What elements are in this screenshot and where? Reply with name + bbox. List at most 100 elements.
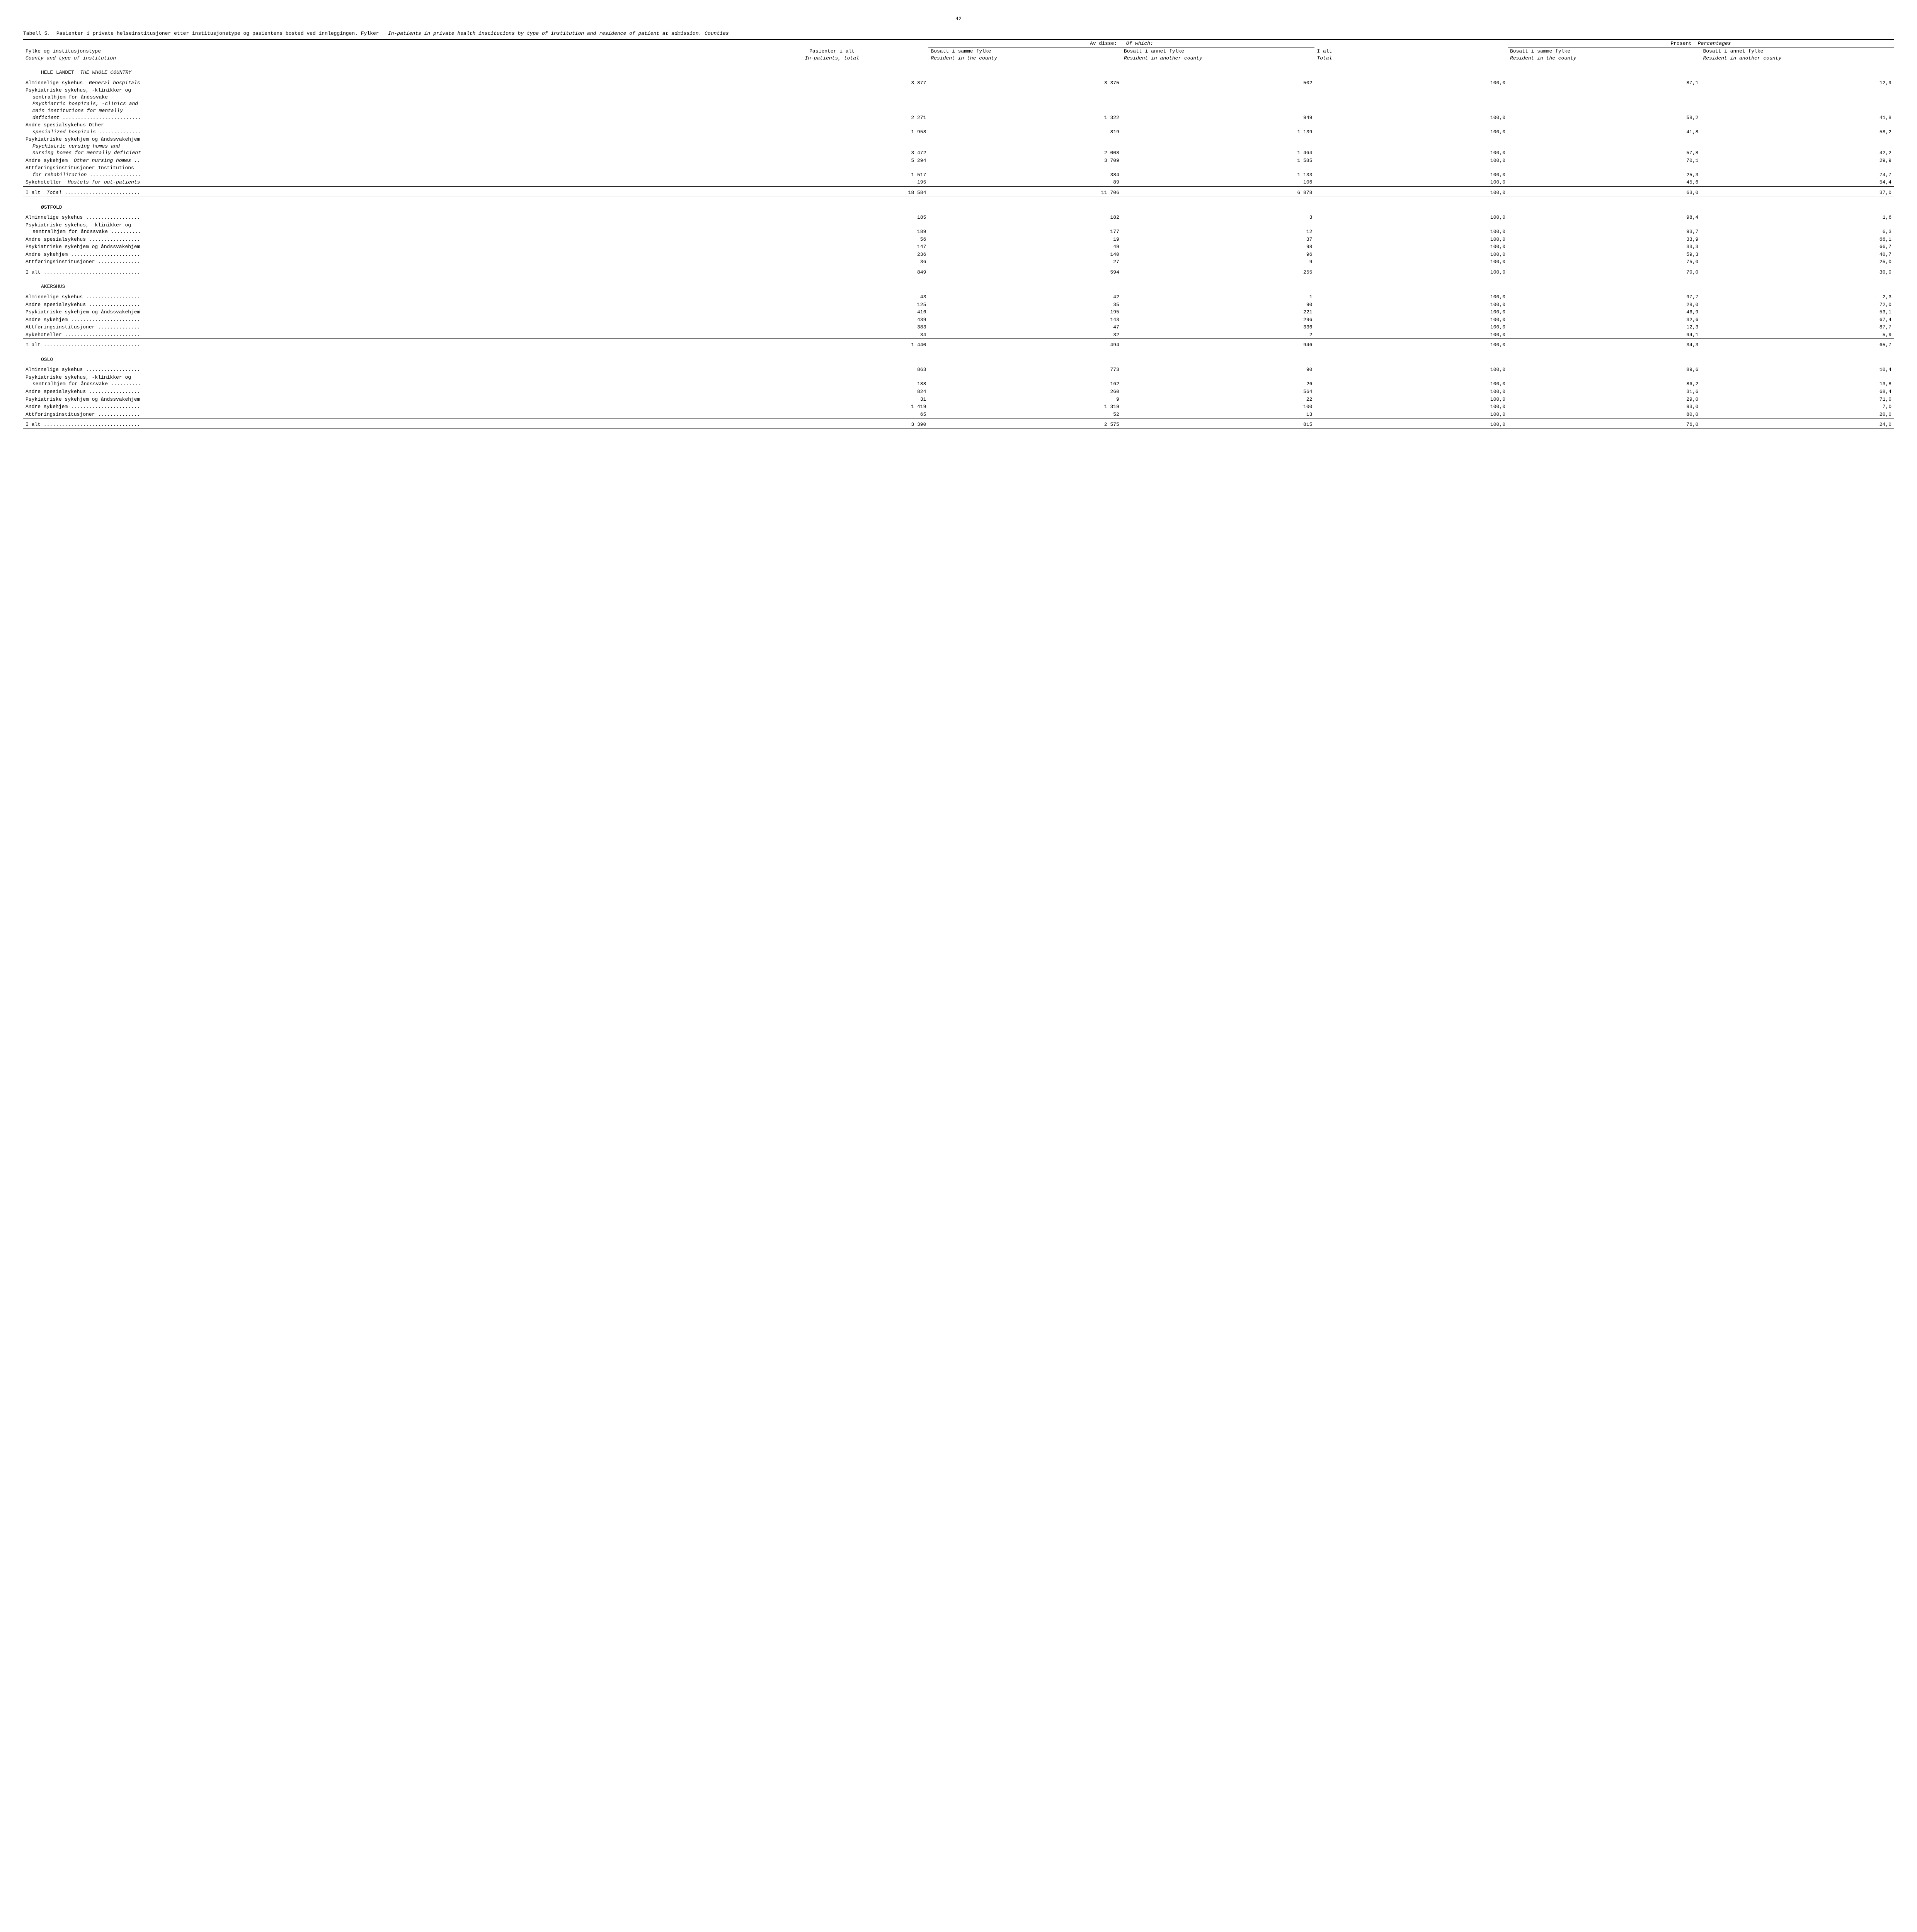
table-row: Alminnelige sykehus General hospitals3 8… (23, 79, 1894, 87)
row-label: Andre spesialsykehus ................. (23, 301, 735, 309)
table-cell: 100,0 (1314, 366, 1508, 374)
row-label: Sykehoteller Hostels for out-patients (23, 179, 735, 186)
table-cell: 100,0 (1314, 214, 1508, 221)
table-cell: 75,0 (1508, 258, 1701, 266)
col6-en: Resident in the county (1510, 55, 1577, 61)
table-cell: 27 (928, 258, 1122, 266)
table-cell: 100,0 (1314, 341, 1508, 349)
table-cell: 29,0 (1508, 396, 1701, 403)
row-label: Psykiatriske sykehus, -klinikker ogsentr… (23, 374, 735, 388)
table-cell: 89 (928, 179, 1122, 186)
table-row: I alt ................................3 … (23, 421, 1894, 429)
table-cell: 2 271 (735, 87, 929, 121)
table-cell: 3 877 (735, 79, 929, 87)
table-cell: 87,1 (1508, 79, 1701, 87)
row-label: I alt ................................ (23, 341, 735, 349)
table-row: Psykiatriske sykehus, -klinikker ogsentr… (23, 87, 1894, 121)
row-label: Psykiatriske sykehjem og åndssvakehjem (23, 243, 735, 251)
table-cell: 31 (735, 396, 929, 403)
table-cell: 59,3 (1508, 251, 1701, 259)
table-cell: 949 (1122, 87, 1315, 121)
table-row: Alminnelige sykehus ..................43… (23, 293, 1894, 301)
table-cell: 100,0 (1314, 221, 1508, 236)
table-row: Andre sykehjem Other nursing homes ..5 2… (23, 157, 1894, 165)
table-cell: 100,0 (1314, 269, 1508, 276)
col7-nb: Bosatt i annet fylke (1703, 48, 1763, 54)
table-cell: 2,3 (1701, 293, 1894, 301)
row-label: I alt Total ......................... (23, 189, 735, 197)
table-row: Andre spesialsykehus .................56… (23, 236, 1894, 243)
table-cell: 22 (1122, 396, 1315, 403)
table-cell: 33,3 (1508, 243, 1701, 251)
table-cell: 100,0 (1314, 323, 1508, 331)
table-cell: 946 (1122, 341, 1315, 349)
col1-nb: Fylke og institusjonstype (26, 48, 101, 54)
table-cell: 2 008 (928, 136, 1122, 157)
table-cell: 37,0 (1701, 189, 1894, 197)
section-heading-row: HELE LANDET THE WHOLE COUNTRY (23, 62, 1894, 79)
table-cell: 35 (928, 301, 1122, 309)
table-cell: 89,6 (1508, 366, 1701, 374)
table-cell: 195 (735, 179, 929, 186)
section-heading: HELE LANDET THE WHOLE COUNTRY (23, 62, 1894, 79)
table-cell: 33,9 (1508, 236, 1701, 243)
table-cell: 3 (1122, 214, 1315, 221)
table-cell: 594 (928, 269, 1122, 276)
table-cell: 100,0 (1314, 411, 1508, 418)
table-cell: 140 (928, 251, 1122, 259)
table-row: I alt ................................84… (23, 269, 1894, 276)
table-cell: 36 (735, 258, 929, 266)
table-row: Attføringsinstitusjoner Institutionsfor … (23, 164, 1894, 179)
row-label: I alt ................................ (23, 269, 735, 276)
table-cell: 31,6 (1508, 388, 1701, 396)
table-cell: 221 (1122, 308, 1315, 316)
table-cell: 19 (928, 236, 1122, 243)
row-label: Attføringsinstitusjoner .............. (23, 323, 735, 331)
row-label: Psykiatriske sykehjem og åndssvakehjemPs… (23, 136, 735, 157)
table-cell: 100,0 (1314, 293, 1508, 301)
title-main-en: In-patients in private health institutio… (388, 31, 729, 36)
table-cell: 58,2 (1508, 87, 1701, 121)
table-cell: 93,0 (1508, 403, 1701, 411)
table-cell: 384 (928, 164, 1122, 179)
row-label: Andre sykehjem Other nursing homes .. (23, 157, 735, 165)
col2-nb: Pasienter i alt (809, 48, 855, 54)
table-cell: 12,9 (1701, 79, 1894, 87)
row-label: Andre sykehjem ....................... (23, 403, 735, 411)
row-label: Alminnelige sykehus .................. (23, 366, 735, 374)
table-cell: 13 (1122, 411, 1315, 418)
table-cell: 162 (928, 374, 1122, 388)
table-cell: 42 (928, 293, 1122, 301)
table-cell: 12 (1122, 221, 1315, 236)
table-cell: 43 (735, 293, 929, 301)
table-cell: 86,2 (1508, 374, 1701, 388)
group2-en: Percentages (1698, 41, 1731, 46)
table-cell: 773 (928, 366, 1122, 374)
col4-en: Resident in another county (1124, 55, 1202, 61)
table-cell: 42,2 (1701, 136, 1894, 157)
table-cell: 49 (928, 243, 1122, 251)
table-cell: 100,0 (1314, 87, 1508, 121)
table-cell: 1 419 (735, 403, 929, 411)
table-cell: 1 139 (1122, 121, 1315, 136)
table-cell: 100,0 (1314, 251, 1508, 259)
section-heading-row: ØSTFOLD (23, 197, 1894, 214)
table-cell: 11 706 (928, 189, 1122, 197)
section-heading-row: OSLO (23, 349, 1894, 366)
table-row: Andre sykehjem .......................43… (23, 316, 1894, 324)
table-cell: 41,8 (1701, 87, 1894, 121)
table-cell: 100,0 (1314, 136, 1508, 157)
table-cell: 96 (1122, 251, 1315, 259)
table-cell: 819 (928, 121, 1122, 136)
title-prefix: Tabell 5. (23, 31, 50, 36)
row-label: I alt ................................ (23, 421, 735, 429)
table-cell: 37 (1122, 236, 1315, 243)
page-number: 42 (23, 15, 1894, 22)
table-cell: 72,0 (1701, 301, 1894, 309)
table-cell: 195 (928, 308, 1122, 316)
row-label: Andre spesialsykehus ................. (23, 388, 735, 396)
table-cell: 849 (735, 269, 929, 276)
row-label: Psykiatriske sykehus, -klinikker ogsentr… (23, 221, 735, 236)
table-cell: 70,0 (1508, 269, 1701, 276)
table-cell: 93,7 (1508, 221, 1701, 236)
